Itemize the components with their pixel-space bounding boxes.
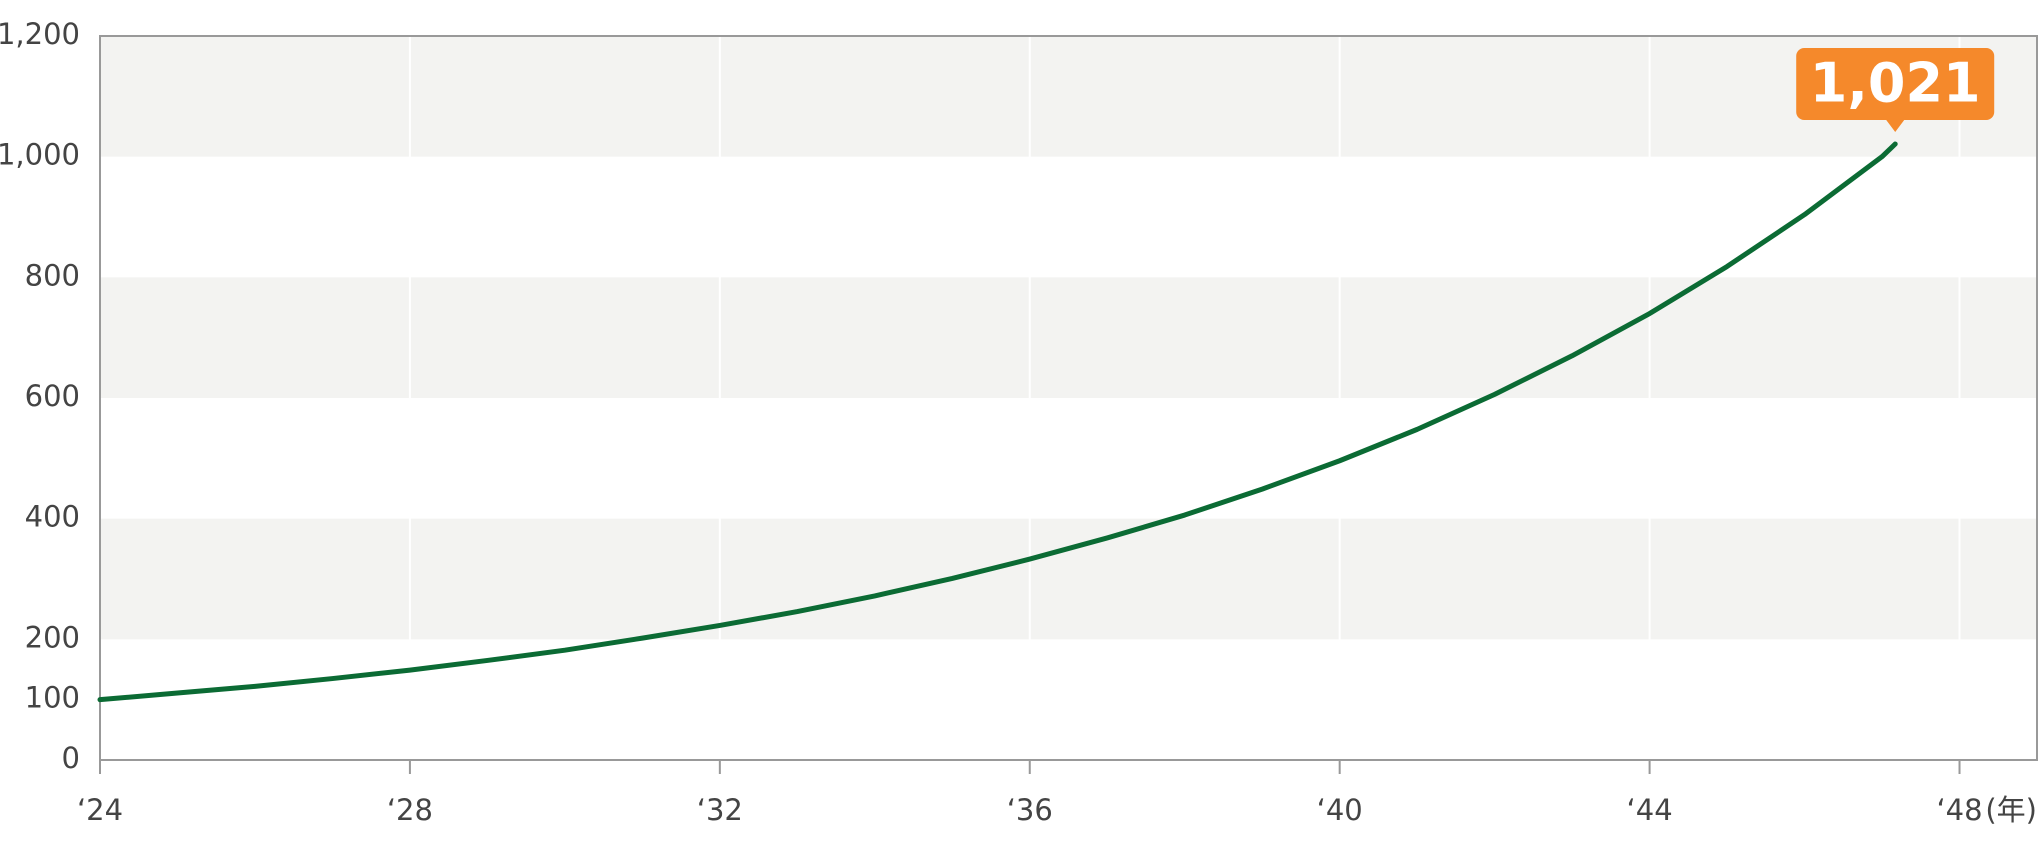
plot-frame: [99, 35, 2038, 761]
y-tick-label: 1,200: [0, 17, 80, 51]
data-label: 1,021: [1810, 52, 1981, 115]
x-axis-label: (年): [1985, 793, 2037, 827]
x-tick-label: ‘48: [1936, 793, 1982, 827]
x-tick-label: ‘36: [1007, 793, 1053, 827]
y-tick-label: 800: [25, 258, 80, 292]
line: [97, 141, 1898, 703]
y-tick-label: 200: [25, 620, 80, 654]
y-tick-label: 0: [62, 741, 80, 775]
y-tick-label: 1,000: [0, 138, 80, 172]
y-tick-label: 100: [25, 681, 80, 715]
band: [100, 518, 2037, 640]
y-tick-label: 600: [25, 379, 80, 413]
callout-box: [1796, 47, 1995, 120]
x-tick-label: ‘28: [387, 793, 433, 827]
x-tick-label: ‘44: [1627, 793, 1673, 827]
x-tick-label: ‘40: [1317, 793, 1363, 827]
y-tick-label: 400: [25, 500, 80, 534]
x-tick-label: ‘32: [697, 793, 743, 827]
callout-pointer: [1886, 119, 1905, 132]
band: [100, 36, 2037, 157]
x-tick-label: ‘24: [77, 793, 123, 827]
band: [100, 277, 2037, 398]
